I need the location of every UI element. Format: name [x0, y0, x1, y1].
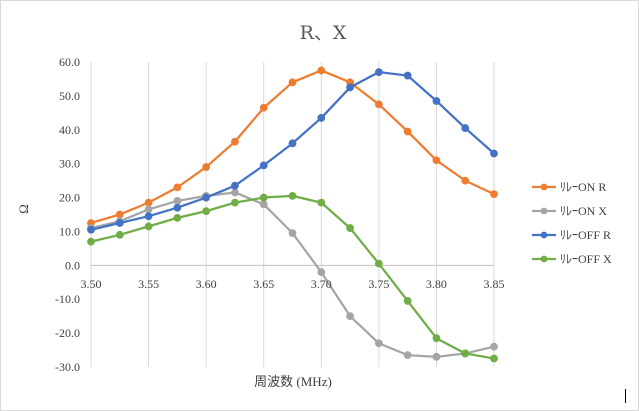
data-point — [115, 219, 124, 227]
legend-swatch-marker — [540, 207, 548, 215]
y-tick-label: 20.0 — [59, 191, 80, 205]
data-point — [403, 71, 412, 80]
data-point — [461, 124, 470, 132]
data-point — [490, 190, 498, 199]
x-tick-label: 3.60 — [196, 277, 217, 291]
data-point — [144, 222, 153, 231]
data-point — [461, 349, 470, 358]
data-point — [87, 225, 95, 234]
data-point — [202, 163, 211, 171]
data-point — [87, 237, 95, 246]
legend-label: ﾘﾚｰON X — [560, 204, 607, 218]
x-tick-label: 3.85 — [484, 277, 505, 291]
data-point — [432, 97, 441, 105]
y-tick-label: 40.0 — [59, 123, 80, 137]
data-point — [173, 183, 182, 192]
data-point — [202, 193, 211, 202]
data-point — [144, 198, 153, 207]
legend-label: ﾘﾚｰON R — [560, 180, 606, 194]
y-tick-label: 10.0 — [59, 224, 80, 238]
y-tick-label: 0.0 — [65, 258, 80, 272]
data-point — [288, 191, 297, 200]
data-point — [403, 127, 412, 136]
data-point — [202, 207, 211, 216]
series-lines — [87, 66, 498, 363]
x-tick-label: 3.55 — [138, 277, 159, 291]
tick-labels: 3.50 3.55 3.60 3.65 3.70 3.75 3.80 3.85 60.0 50.0… — [55, 55, 505, 374]
data-point — [115, 230, 124, 239]
legend-swatch-marker — [540, 231, 548, 239]
y-axis-label: Ω — [16, 204, 31, 214]
data-point — [173, 203, 182, 212]
data-point — [259, 200, 268, 209]
data-point — [288, 78, 297, 87]
legend-swatch-marker — [540, 255, 548, 263]
y-tick-label: -10.0 — [55, 292, 80, 306]
x-tick-label: 3.50 — [81, 277, 102, 291]
x-tick-label: 3.65 — [253, 277, 274, 291]
axes — [90, 62, 494, 367]
data-point — [288, 139, 297, 148]
legend: ﾘﾚｰON R ﾘﾚｰON X ﾘﾚｰOFF R ﾘﾚｰOFF X — [532, 180, 612, 266]
x-tick-label: 3.80 — [426, 277, 447, 291]
data-point — [461, 176, 470, 185]
data-point — [173, 197, 182, 205]
data-point — [346, 312, 354, 321]
legend-swatch-marker — [540, 183, 548, 191]
data-point — [317, 66, 326, 75]
data-point — [490, 342, 498, 351]
data-point — [490, 354, 498, 363]
data-point — [403, 351, 412, 360]
data-point — [403, 297, 412, 305]
data-point — [374, 68, 383, 77]
series-line-3 — [90, 71, 495, 231]
data-point — [374, 259, 383, 268]
data-point — [259, 193, 268, 202]
data-point — [144, 212, 153, 221]
edge-marker — [625, 389, 626, 403]
data-point — [231, 181, 239, 190]
data-point — [317, 198, 326, 207]
data-point — [490, 149, 498, 158]
data-point — [317, 114, 326, 122]
chart-title: R、X — [300, 22, 347, 44]
data-point — [259, 161, 268, 170]
data-point — [115, 210, 124, 219]
y-tick-label: 30.0 — [59, 157, 80, 171]
legend-label: ﾘﾚｰOFF X — [560, 252, 612, 266]
data-point — [374, 100, 383, 109]
y-tick-label: 60.0 — [59, 55, 80, 69]
data-point — [432, 334, 441, 343]
data-point — [432, 352, 441, 361]
x-tick-label: 3.75 — [368, 277, 389, 291]
data-point — [173, 213, 182, 222]
data-point — [432, 156, 441, 165]
y-tick-label: -30.0 — [55, 360, 80, 374]
data-point — [374, 339, 383, 348]
x-axis-label: 周波数 (MHz) — [254, 374, 332, 389]
data-point — [259, 103, 268, 112]
data-point — [231, 198, 239, 207]
y-tick-label: 50.0 — [59, 89, 80, 103]
legend-label: ﾘﾚｰOFF R — [560, 228, 611, 242]
y-tick-label: -20.0 — [55, 326, 80, 340]
data-point — [346, 224, 354, 232]
data-point — [231, 137, 239, 146]
data-point — [346, 83, 354, 92]
data-point — [231, 188, 239, 197]
data-point — [288, 229, 297, 238]
x-tick-label: 3.70 — [311, 277, 332, 291]
data-point — [317, 268, 326, 277]
data-point — [144, 205, 153, 214]
grid-lines — [148, 62, 495, 367]
